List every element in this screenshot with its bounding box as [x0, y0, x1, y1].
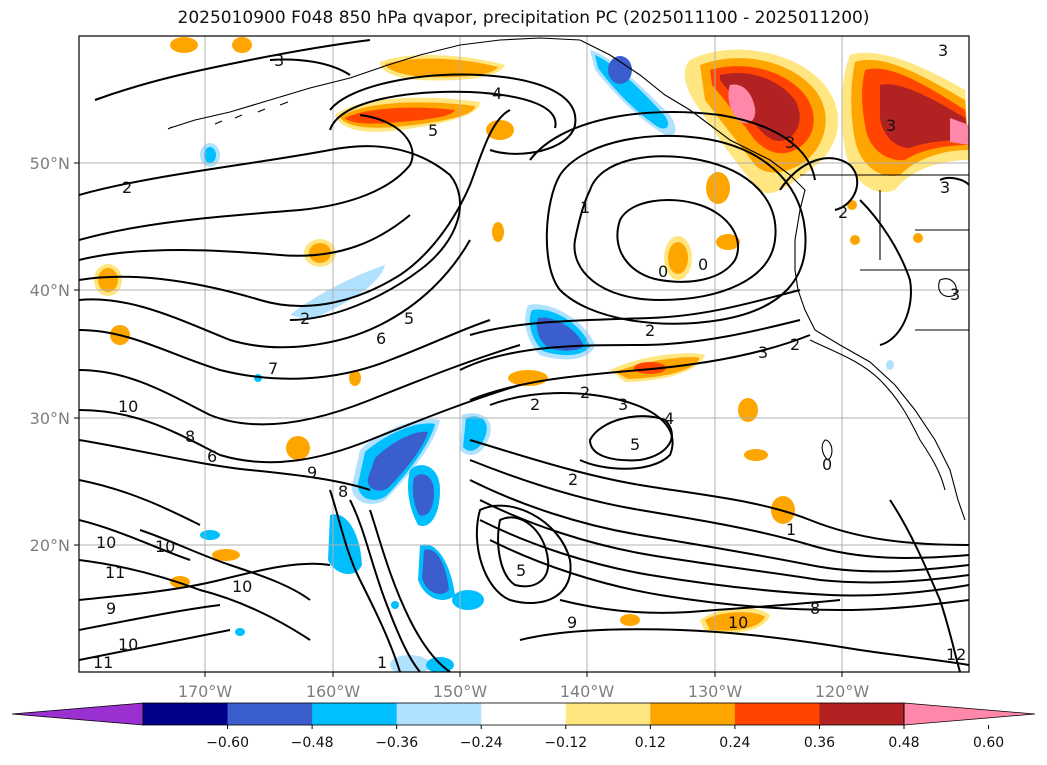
- contour-label: 2: [568, 470, 578, 489]
- contour-label: 9: [307, 463, 317, 482]
- axis-ticks: [74, 162, 843, 677]
- contour-labels: 3 4 5 2 1 0 0 3 3 3 2 5 6 7 2 10 8 6 9 8…: [93, 41, 966, 672]
- contour-label: 3: [758, 343, 768, 362]
- lon-tick-label: 160°W: [306, 682, 361, 701]
- graticule: [79, 36, 969, 672]
- colorbar-tick-label: −0.60: [206, 735, 249, 751]
- contour-label: 0: [658, 262, 668, 281]
- contour-label: 5: [630, 435, 640, 454]
- colorbar-tick-label: −0.12: [544, 735, 587, 751]
- contour-label: 10: [96, 533, 116, 552]
- lat-tick-label: 30°N: [30, 409, 70, 428]
- colorbar-segment: [734, 703, 820, 725]
- lat-tick-label: 40°N: [30, 281, 70, 300]
- colorbar-segment: [312, 703, 398, 725]
- colorbar-tick-label: 0.48: [888, 735, 919, 751]
- colorbar-segment: [396, 703, 482, 725]
- colorbar-segment: [819, 703, 905, 725]
- contour-label: 2: [530, 395, 540, 414]
- contour-label: 10: [155, 537, 175, 556]
- colorbar-segment: [481, 703, 567, 725]
- contour-label: 11: [105, 563, 125, 582]
- contour-label: 0: [822, 455, 832, 474]
- colorbar-tick-label: 0.24: [719, 735, 750, 751]
- contour-label: 10: [232, 577, 252, 596]
- contour-label: 2: [580, 383, 590, 402]
- contour-label: 8: [185, 427, 195, 446]
- contour-label: 3: [886, 116, 896, 135]
- contour-label: 3: [950, 285, 960, 304]
- lon-tick-label: 120°W: [815, 682, 870, 701]
- colorbar-segment: [227, 703, 313, 725]
- colorbar-frame: [142, 702, 905, 726]
- lat-tick-label: 50°N: [30, 154, 70, 173]
- contour-label: 2: [300, 309, 310, 328]
- contour-label: 1: [580, 198, 590, 217]
- contour-label: 9: [567, 613, 577, 632]
- colorbar-tick-label: 0.12: [635, 735, 666, 751]
- contour-label: 6: [207, 447, 217, 466]
- longitude-tick-labels: 170°W 160°W 150°W 140°W 130°W 120°W: [178, 682, 870, 701]
- colorbar: −0.60 −0.48 −0.36 −0.24 −0.12 0.12 0.24 0.36 0.4…: [11, 702, 1036, 751]
- contour-label: 12: [946, 645, 966, 664]
- contour-label: 5: [516, 561, 526, 580]
- lon-tick-label: 140°W: [560, 682, 615, 701]
- contour-label: 7: [268, 359, 278, 378]
- lon-tick-label: 130°W: [688, 682, 743, 701]
- colorbar-extend-high: [903, 702, 1036, 726]
- contour-label: 2: [645, 321, 655, 340]
- contour-label: 1: [377, 653, 387, 672]
- contour-label: 3: [274, 51, 284, 70]
- contour-label: 9: [106, 599, 116, 618]
- contour-label: 2: [122, 178, 132, 197]
- map-title: 2025010900 F048 850 hPa qvapor, precipit…: [177, 8, 870, 28]
- colorbar-extend-low: [11, 702, 144, 726]
- contour-label: 10: [118, 635, 138, 654]
- qvapor-contours: [79, 39, 969, 672]
- contour-label: 8: [810, 599, 820, 618]
- contour-label: 5: [428, 121, 438, 140]
- lon-tick-label: 170°W: [178, 682, 233, 701]
- colorbar-tick-label: 0.60: [973, 735, 1004, 751]
- contour-label: 6: [376, 329, 386, 348]
- lat-tick-label: 20°N: [30, 536, 70, 555]
- contour-label: 3: [618, 395, 628, 414]
- contour-label: 5: [404, 309, 414, 328]
- contour-label: 4: [492, 84, 502, 103]
- colorbar-tick-label: 0.36: [804, 735, 835, 751]
- contour-label: 1: [786, 520, 796, 539]
- colorbar-tick-label: −0.24: [460, 735, 503, 751]
- contour-label: 2: [838, 203, 848, 222]
- contour-label: 3: [785, 133, 795, 152]
- precip-positive-shading: [94, 37, 969, 634]
- contour-label: 8: [338, 482, 348, 501]
- contour-label: 11: [93, 653, 113, 672]
- latitude-tick-labels: 50°N 40°N 30°N 20°N: [30, 154, 70, 555]
- colorbar-segment: [650, 703, 736, 725]
- lon-tick-label: 150°W: [433, 682, 488, 701]
- contour-label: 3: [940, 178, 950, 197]
- contour-label: 10: [728, 613, 748, 632]
- contour-label: 0: [698, 255, 708, 274]
- colorbar-segment: [565, 703, 651, 725]
- colorbar-tick-label: −0.36: [375, 735, 418, 751]
- contour-label: 10: [118, 397, 138, 416]
- contour-label: 2: [790, 335, 800, 354]
- coastlines: [167, 37, 969, 521]
- contour-label: 4: [664, 409, 674, 428]
- colorbar-tick-label: −0.48: [291, 735, 334, 751]
- map-frame: [78, 35, 970, 673]
- contour-label: 3: [938, 41, 948, 60]
- map-panel: 3 4 5 2 1 0 0 3 3 3 2 5 6 7 2 10 8 6 9 8…: [79, 36, 969, 672]
- colorbar-segment: [143, 703, 229, 725]
